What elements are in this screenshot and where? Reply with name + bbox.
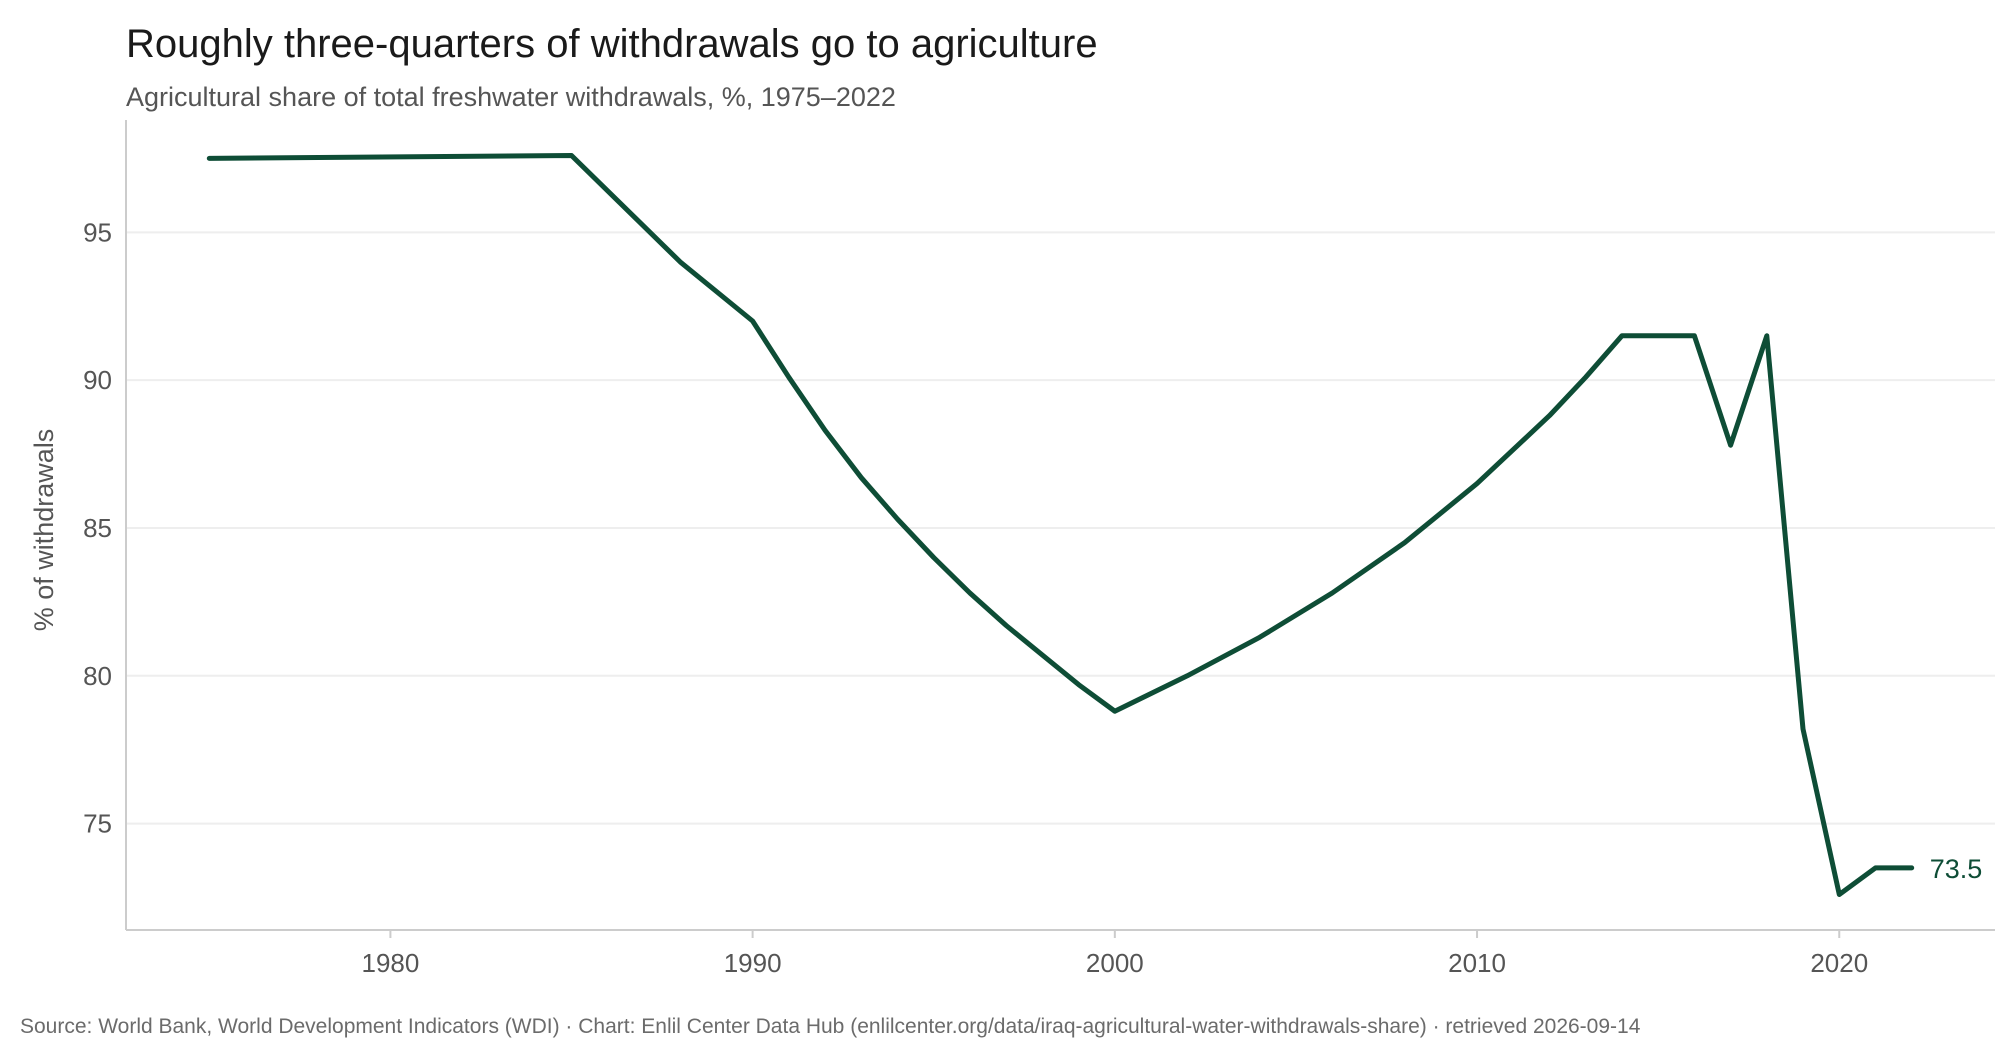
- y-tick-label-95: 95: [83, 217, 112, 247]
- chart-subtitle: Agricultural share of total freshwater w…: [126, 82, 896, 112]
- x-tick-label-1980: 1980: [361, 948, 419, 978]
- x-tick-label-2020: 2020: [1810, 948, 1868, 978]
- x-axis-ticks: 1980 1990 2000 2010 2020: [361, 930, 1868, 978]
- axes: [125, 120, 1995, 931]
- y-axis-title: % of withdrawals: [29, 429, 59, 632]
- x-tick-label-1990: 1990: [724, 948, 782, 978]
- source-note: Source: World Bank, World Development In…: [20, 1015, 1641, 1038]
- x-tick-label-2000: 2000: [1086, 948, 1144, 978]
- gridlines: [126, 231, 1995, 825]
- x-tick-label-2010: 2010: [1448, 948, 1506, 978]
- y-tick-label-90: 90: [83, 365, 112, 395]
- series-line-0: [206, 153, 1915, 897]
- y-axis-ticks: 75 80 85 90 95: [83, 217, 112, 838]
- chart-title: Roughly three-quarters of withdrawals go…: [126, 22, 1098, 66]
- y-tick-label-80: 80: [83, 661, 112, 691]
- y-tick-label-75: 75: [83, 809, 112, 839]
- line-chart: 75 80 85 90 95 1980 1990 2000 2010 2020 % of wit…: [29, 120, 1995, 978]
- end-value-label: 73.5: [1930, 854, 1983, 884]
- y-tick-label-85: 85: [83, 513, 112, 543]
- series-group: [206, 153, 1915, 897]
